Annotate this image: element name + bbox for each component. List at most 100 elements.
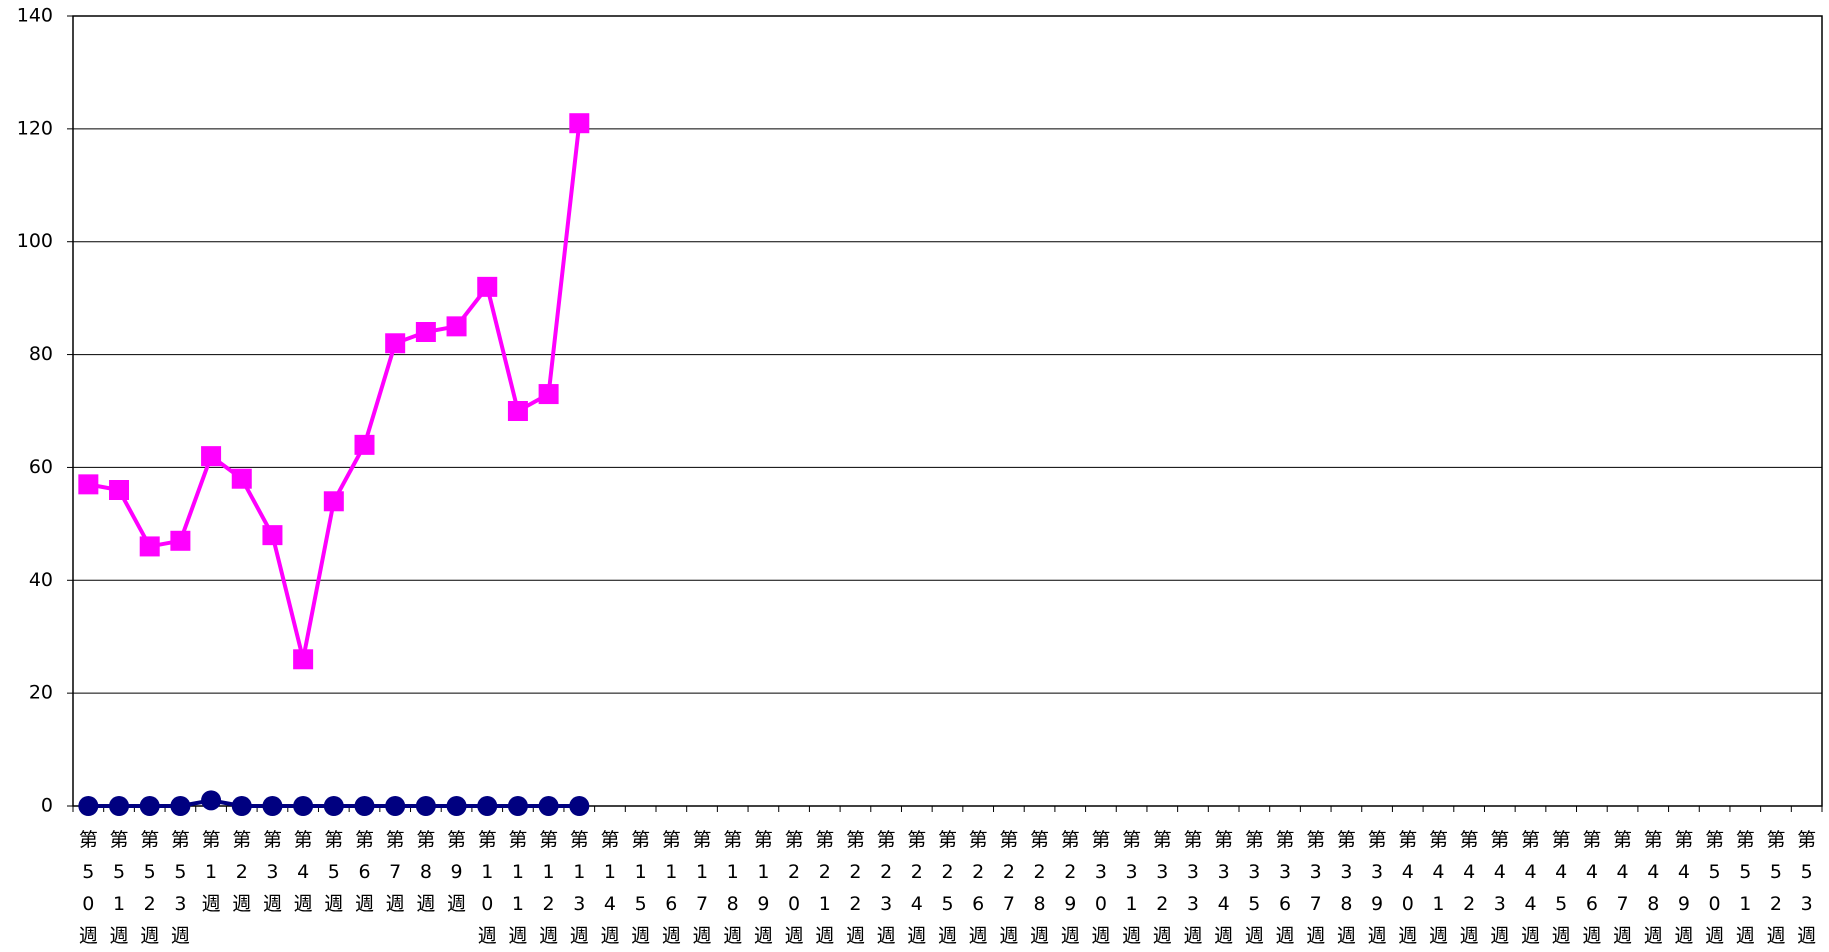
- data-point: [139, 796, 160, 816]
- data-point: [446, 796, 467, 816]
- data-point: [477, 796, 498, 816]
- data-point: [354, 434, 375, 455]
- data-point: [538, 384, 559, 405]
- data-point: [78, 796, 99, 816]
- data-point: [538, 796, 559, 816]
- data-point: [170, 530, 191, 551]
- data-point: [201, 790, 222, 811]
- data-point: [354, 796, 375, 816]
- data-point: [201, 446, 222, 467]
- y-tick-label: 0: [41, 795, 53, 817]
- data-point: [415, 322, 436, 342]
- y-tick-label: 140: [17, 5, 53, 27]
- data-point: [569, 796, 590, 816]
- data-point: [231, 796, 252, 816]
- data-point: [262, 796, 283, 816]
- y-tick-label: 120: [17, 117, 53, 139]
- data-point: [323, 796, 344, 816]
- data-point: [477, 276, 498, 297]
- data-point: [446, 316, 467, 337]
- data-point: [569, 113, 590, 134]
- data-point: [262, 525, 283, 546]
- data-point: [323, 491, 344, 512]
- data-point: [170, 796, 191, 816]
- data-point: [139, 536, 160, 557]
- data-point: [78, 474, 99, 495]
- data-point: [507, 401, 528, 421]
- data-point: [385, 796, 406, 816]
- data-point: [507, 796, 528, 816]
- data-point: [109, 796, 130, 816]
- data-point: [293, 649, 314, 670]
- plot-frame: [72, 15, 1823, 807]
- y-tick-label: 20: [29, 682, 53, 704]
- data-point: [109, 480, 130, 500]
- data-point: [231, 468, 252, 489]
- data-point: [293, 796, 314, 816]
- data-point: [415, 796, 436, 816]
- y-tick-label: 100: [17, 230, 53, 252]
- series-line: [87, 122, 582, 660]
- y-tick-label: 40: [29, 569, 53, 591]
- y-tick-label: 80: [29, 343, 53, 365]
